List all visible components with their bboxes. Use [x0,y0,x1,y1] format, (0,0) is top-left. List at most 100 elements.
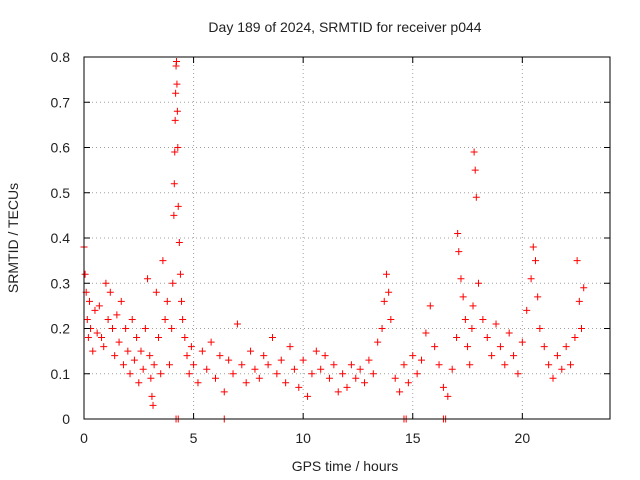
data-point [334,388,342,396]
data-point [207,338,215,346]
y-axis-label: SRMTID / TECUs [5,183,21,293]
data-point [273,370,281,378]
data-point [352,374,360,382]
x-tick-label: 10 [295,430,311,446]
data-point [169,279,177,287]
data-point [290,365,298,373]
data-point [325,374,333,382]
data-point [409,352,417,360]
data-point [459,293,467,301]
data-point [233,320,241,328]
data-point [413,370,421,378]
data-point [536,325,544,332]
data-point [299,356,307,364]
y-tick-label: 0.2 [51,321,71,337]
data-point [455,248,463,256]
data-point [496,343,504,351]
data-point [562,343,570,351]
data-point [268,334,276,342]
x-tick-label: 0 [80,430,88,446]
data-point [146,352,154,360]
data-point [168,325,176,332]
data-point [468,325,476,332]
data-point [553,352,561,360]
data-point [135,379,143,387]
data-points [80,58,588,423]
data-point [126,370,134,378]
data-point [529,243,537,251]
data-point [361,379,369,387]
data-point [304,392,312,400]
data-point [483,334,491,342]
data-point [89,347,97,355]
x-tick-label: 5 [190,430,198,446]
data-point [422,329,430,337]
data-point [439,383,447,391]
data-point [165,361,173,369]
data-point [173,107,181,115]
data-point [157,370,165,378]
data-point [238,361,246,369]
data-point [471,166,479,174]
data-point [255,374,263,382]
data-point [102,279,110,287]
data-point [247,347,255,355]
y-tick-label: 0.6 [51,140,71,156]
data-point [183,352,191,360]
data-point [365,356,373,364]
data-point [391,374,399,382]
data-point [108,325,116,332]
data-point [492,320,500,328]
data-point [175,239,183,247]
data-point [260,352,268,360]
data-point [308,370,316,378]
x-axis-label: GPS time / hours [292,458,399,474]
data-point [457,275,465,283]
data-point [122,325,130,332]
x-axis-ticks: 0 5 10 15 20 [80,57,530,446]
data-point [387,315,395,323]
data-point [93,329,101,337]
data-point [113,311,121,319]
data-point [84,334,92,342]
data-point [282,379,290,387]
data-point [531,257,539,265]
data-point [374,338,382,346]
data-point [174,202,182,210]
data-point [448,365,456,373]
data-point [540,343,548,351]
data-point [212,374,219,382]
data-point [170,211,178,219]
y-tick-label: 0.4 [51,230,71,246]
data-point [295,383,303,391]
data-point [479,315,487,323]
y-tick-label: 0.1 [51,366,71,382]
data-point [133,334,141,342]
data-point [115,338,123,346]
data-point [571,334,579,342]
data-point [501,361,509,369]
data-point [137,347,145,355]
data-point [580,284,588,292]
y-tick-label: 0.7 [51,94,71,110]
data-point [225,356,233,364]
data-point [472,193,480,201]
data-point [444,392,452,400]
data-point [83,315,91,323]
data-point [385,288,393,296]
data-point [190,361,198,369]
data-point [527,275,535,283]
data-point [91,306,99,314]
data-point [339,370,347,378]
data-point [171,116,179,124]
data-point [159,257,167,265]
data-point [505,329,513,337]
data-point [242,379,250,387]
data-point [155,334,163,342]
data-point [229,370,237,378]
data-point [179,315,187,323]
data-point [426,302,434,310]
data-point [356,365,364,373]
chart-title: Day 189 of 2024, SRMTID for receiver p04… [208,19,481,35]
